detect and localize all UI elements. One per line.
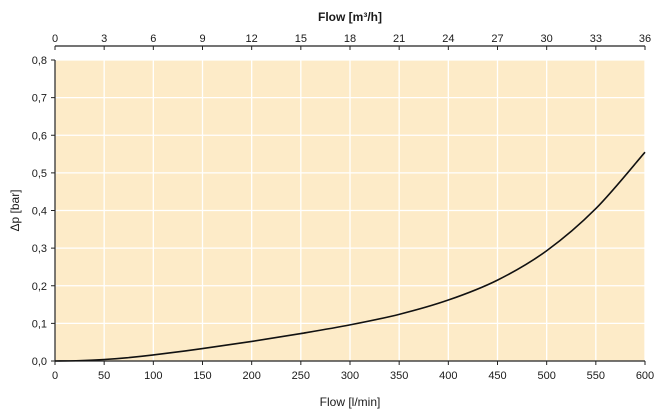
top-tick-label: 15 (295, 33, 307, 45)
top-tick-label: 18 (344, 33, 356, 45)
bottom-tick-label: 300 (341, 370, 359, 382)
top-tick-label: 9 (199, 33, 205, 45)
y-tick-label: 0,0 (32, 356, 47, 368)
y-tick-label: 0,3 (32, 243, 47, 255)
y-tick-label: 0,5 (32, 168, 47, 180)
y-tick-label: 0,1 (32, 318, 47, 330)
top-x-ticks: 0 3 6 9 12 15 18 21 24 27 30 33 36 (52, 33, 651, 50)
top-tick-label: 33 (590, 33, 602, 45)
top-tick-label: 27 (491, 33, 503, 45)
bottom-x-ticks: 0 50 100 150 200 250 300 350 400 450 500 550 600 (52, 361, 654, 382)
bottom-tick-label: 50 (98, 370, 110, 382)
bottom-tick-label: 500 (537, 370, 555, 382)
top-tick-label: 6 (150, 33, 156, 45)
y-tick-label: 0,7 (32, 93, 47, 105)
bottom-tick-label: 200 (242, 370, 260, 382)
y-ticks: 0,0 0,1 0,2 0,3 0,4 0,5 0,6 0,7 0,8 (32, 55, 55, 368)
bottom-tick-label: 250 (292, 370, 310, 382)
top-tick-label: 30 (541, 33, 553, 45)
grid-lines (54, 59, 646, 362)
bottom-tick-label: 550 (587, 370, 605, 382)
top-tick-label: 3 (101, 33, 107, 45)
top-axis-title: Flow [m³/h] (318, 10, 382, 24)
bottom-tick-label: 600 (636, 370, 654, 382)
top-tick-label: 12 (246, 33, 258, 45)
y-tick-label: 0,6 (32, 130, 47, 142)
top-tick-label: 36 (639, 33, 651, 45)
bottom-tick-label: 400 (439, 370, 457, 382)
bottom-tick-label: 150 (193, 370, 211, 382)
y-axis-title: Δp [bar] (8, 189, 22, 231)
bottom-tick-label: 450 (488, 370, 506, 382)
top-tick-label: 0 (52, 33, 58, 45)
top-tick-label: 24 (442, 33, 454, 45)
y-tick-label: 0,8 (32, 55, 47, 67)
bottom-tick-label: 350 (390, 370, 408, 382)
y-tick-label: 0,2 (32, 281, 47, 293)
pressure-drop-curve (54, 151, 646, 362)
bottom-tick-label: 100 (144, 370, 162, 382)
bottom-tick-label: 0 (52, 370, 58, 382)
y-tick-label: 0,4 (32, 206, 47, 218)
bottom-axis-title: Flow [l/min] (320, 395, 381, 409)
top-tick-label: 21 (393, 33, 405, 45)
